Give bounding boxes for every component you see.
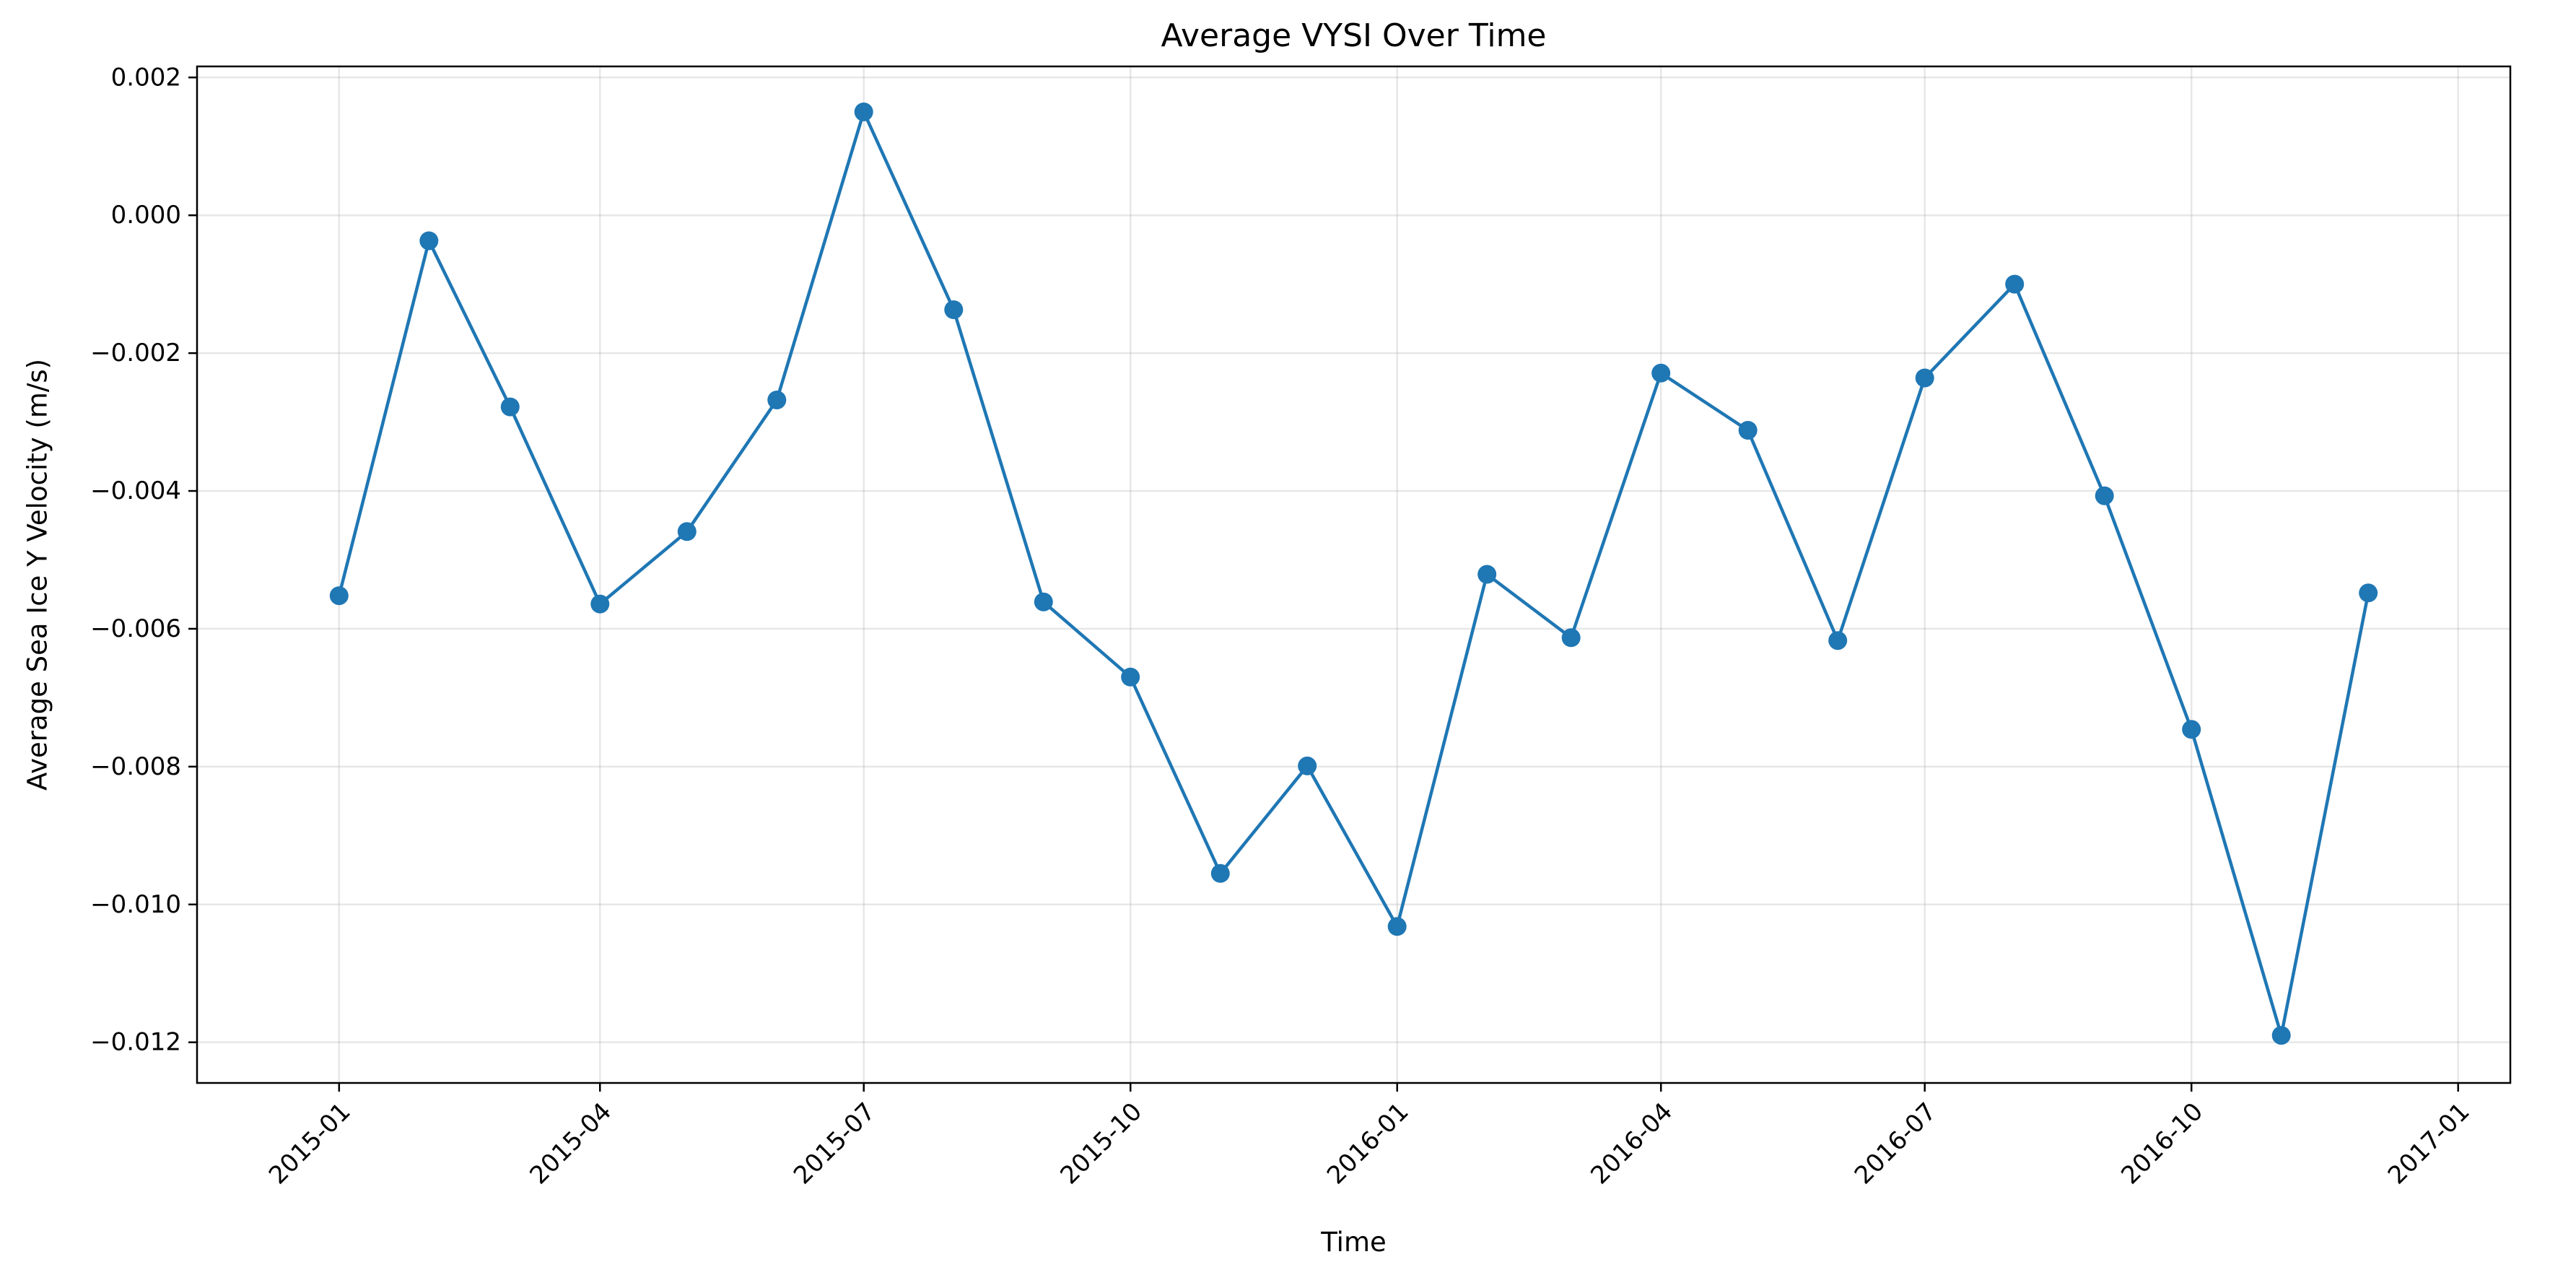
data-point <box>2095 486 2114 505</box>
data-point <box>767 391 787 409</box>
data-point <box>1651 363 1671 383</box>
data-point <box>1298 756 1317 775</box>
x-axis-label: Time <box>1320 1227 1387 1258</box>
y-tick-label: −0.008 <box>90 752 181 781</box>
y-axis: 0.002 0.000 −0.002 −0.004 −0.006 −0.008 −0.010… <box>90 63 197 1057</box>
data-point <box>1034 592 1053 612</box>
y-tick-label: −0.006 <box>90 614 181 643</box>
data-point <box>2182 720 2201 739</box>
y-tick-label: −0.004 <box>90 477 181 505</box>
y-tick-label: 0.002 <box>111 63 181 92</box>
y-tick-label: −0.010 <box>90 890 181 919</box>
plot-frame <box>196 65 2512 1084</box>
series-layer <box>329 103 2378 1045</box>
data-point <box>1477 565 1497 584</box>
data-point <box>677 522 697 541</box>
data-point <box>1828 631 1848 650</box>
y-tick-label: −0.002 <box>90 339 181 367</box>
series-line <box>337 110 2370 1037</box>
data-point <box>590 594 610 614</box>
data-point <box>1121 667 1140 687</box>
grid <box>197 66 2510 1083</box>
data-point <box>854 103 873 121</box>
data-point <box>944 300 964 319</box>
data-point <box>329 586 349 606</box>
data-point <box>1915 368 1934 388</box>
data-point <box>2271 1026 2291 1045</box>
y-axis-label: Average Sea Ice Y Velocity (m/s) <box>22 359 53 791</box>
data-point <box>1387 917 1407 936</box>
data-point <box>1561 628 1581 648</box>
data-point <box>2005 274 2025 294</box>
data-point <box>419 231 439 251</box>
data-point <box>1210 863 1230 883</box>
y-tick-label: 0.000 <box>111 201 181 230</box>
y-tick-label: −0.012 <box>90 1028 181 1057</box>
data-point <box>500 397 520 417</box>
data-point <box>1738 421 1758 440</box>
chart-title: Average VYSI Over Time <box>1161 17 1546 54</box>
data-point <box>2359 583 2378 603</box>
